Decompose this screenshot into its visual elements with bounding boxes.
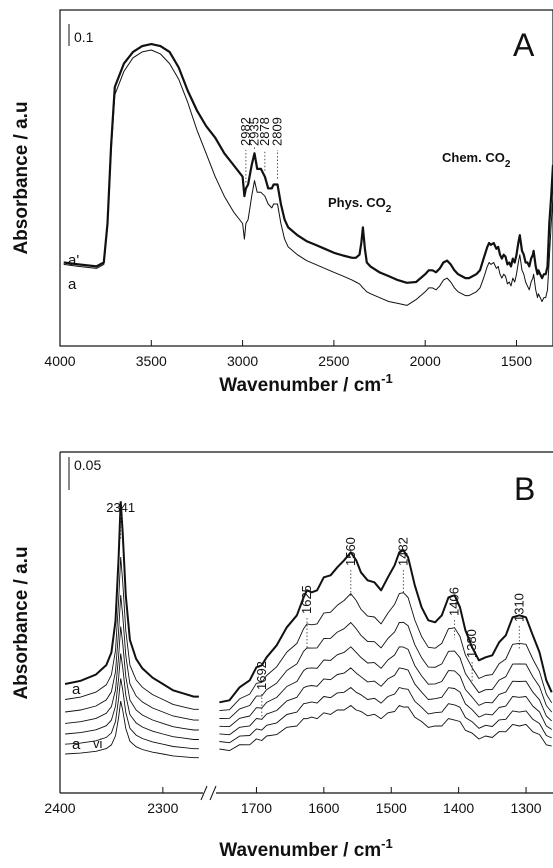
panel-b-peak-label: 1625 — [299, 585, 314, 614]
axis-break-mark-2 — [209, 785, 217, 801]
panel-b-spectrum-carbonate-band — [219, 621, 553, 719]
series-label-a: a — [68, 276, 77, 293]
panel-a-series — [63, 43, 553, 306]
panel-b-spectrum-co2-band — [65, 595, 199, 721]
axis-break-mark-1 — [200, 785, 208, 801]
panel-b-peak-label: 1406 — [447, 587, 462, 616]
panel-b-peak-label: 1560 — [343, 537, 358, 566]
panel-a-peak-label: 2878 — [257, 117, 272, 146]
panel-b-x-ticks: 2400 2300 1700 1600 1500 1400 1300 — [44, 787, 542, 816]
panel-b-x-tick-label: 1500 — [376, 800, 407, 816]
phys-co2-label: Phys. CO2 — [328, 195, 392, 215]
panel-b-spectrum-carbonate-band — [219, 549, 553, 704]
panel-b-x-tick-label: 1300 — [510, 800, 541, 816]
panel-a: 4000 3500 3000 2500 2000 1500 298229352878280… — [11, 9, 553, 396]
series-label-b-bottom: a — [72, 736, 81, 753]
panel-b-y-label: Absorbance / a.u — [11, 546, 32, 699]
panel-a-peak-label: 2935 — [246, 117, 261, 146]
panel-b-peak-label: 1380 — [464, 629, 479, 658]
panel-b-x-tick-label: 2300 — [147, 800, 178, 816]
panel-b-spectrum-co2-band — [65, 678, 199, 750]
panel-b-label: B — [514, 471, 535, 507]
panel-b-spectrum-carbonate-band — [219, 646, 553, 728]
panel-b-spectrum-co2-band — [64, 501, 199, 698]
panel-a-series-line — [63, 43, 553, 284]
chem-co2-label: Chem. CO2 — [442, 150, 511, 170]
panel-a-y-label: Absorbance / a.u — [11, 101, 32, 254]
panel-a-x-tick-label: 2500 — [318, 353, 349, 369]
panel-b-peak-label: 1482 — [395, 537, 410, 566]
panel-a-x-tick-label: 3500 — [136, 353, 167, 369]
panel-b-spectrum-carbonate-band — [219, 687, 552, 744]
panel-a-x-tick-label: 2000 — [410, 353, 441, 369]
panel-a-x-ticks: 4000 3500 3000 2500 2000 1500 — [44, 340, 532, 369]
panel-a-x-tick-label: 3000 — [227, 353, 258, 369]
panel-b-spectrum-carbonate-band — [219, 667, 552, 736]
panel-b-peak-label: 1310 — [511, 593, 526, 622]
panel-b-x-tick-label: 1700 — [241, 800, 272, 816]
series-label-b-top: a — [72, 681, 81, 698]
panel-a-label: A — [513, 27, 535, 63]
panel-a-x-tick-label: 1500 — [501, 353, 532, 369]
panel-a-peak-label: 2982 — [238, 117, 253, 146]
panel-b-peak-label: 2341 — [106, 500, 135, 515]
panel-b-spectrum-carbonate-band — [219, 705, 552, 752]
panel-b-scale-bar-label: 0.05 — [74, 457, 101, 473]
panel-b-x-label: Wavenumber / cm-1 — [219, 836, 392, 861]
panel-a-frame — [59, 9, 553, 347]
panel-a-x-tick-label: 4000 — [44, 353, 75, 369]
panel-b-x-tick-label: 1600 — [308, 800, 339, 816]
panel-b-x-tick-label: 1400 — [443, 800, 474, 816]
panel-b: 2400 2300 1700 1600 1500 1400 1300 2341 1692 162… — [11, 451, 553, 861]
panel-b-spectrum-co2-band — [65, 701, 199, 759]
panel-a-scale-bar-label: 0.1 — [74, 29, 94, 45]
panel-b-series — [64, 501, 553, 759]
series-label-a-prime: a' — [68, 252, 79, 269]
panel-b-spectrum-co2-band — [65, 626, 199, 731]
panel-a-peak-label: 2809 — [269, 117, 284, 146]
panel-a-x-label: Wavenumber / cm-1 — [219, 371, 392, 396]
panel-a-series-line — [63, 49, 553, 306]
series-label-b-bottom-tail: vi — [93, 736, 103, 751]
panel-b-spectrum-co2-band — [65, 556, 199, 710]
panel-b-spectrum-co2-band — [65, 653, 199, 740]
panel-b-spectrum-carbonate-band — [219, 592, 553, 712]
panel-b-peak-label: 1692 — [254, 661, 269, 690]
panel-b-x-tick-label: 2400 — [44, 800, 75, 816]
